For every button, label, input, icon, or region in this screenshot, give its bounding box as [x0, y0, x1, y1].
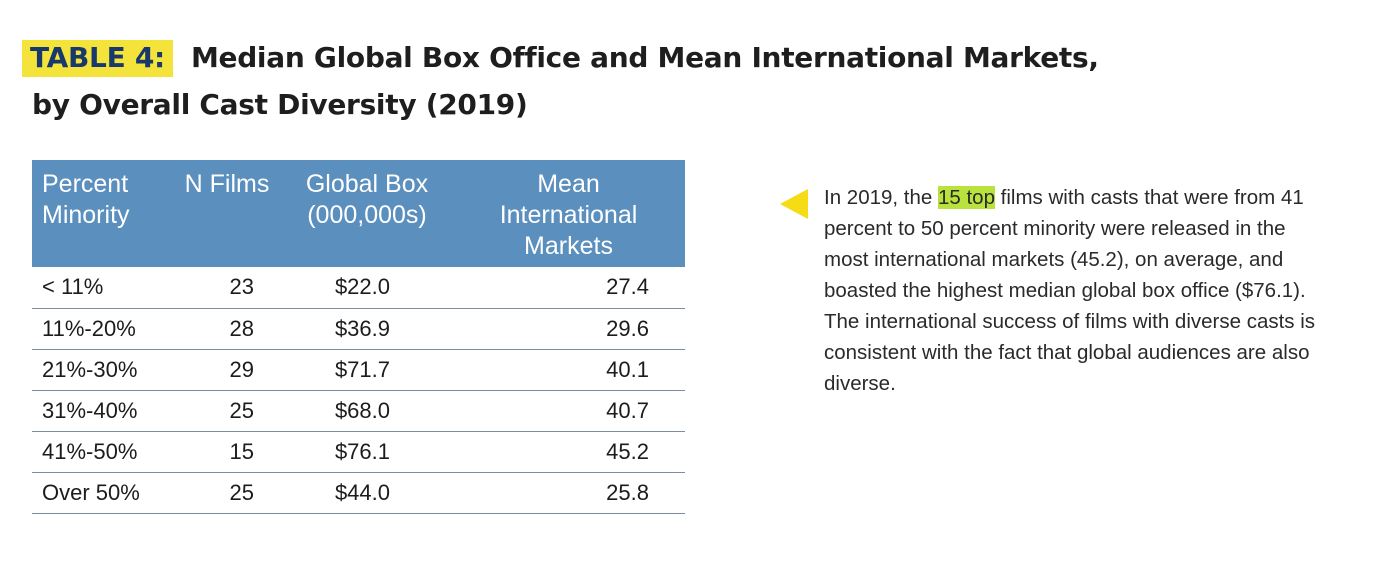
table-row: 21%-30% 29 $71.7 40.1 [32, 349, 685, 391]
cell-n-films: 15 [172, 431, 282, 473]
column-header-line: Mean [537, 170, 600, 198]
cell-global-box: $76.1 [282, 431, 452, 473]
column-header-line: (000,000s) [307, 201, 427, 229]
cell-global-box: $44.0 [282, 472, 452, 514]
column-header-line: N Films [184, 170, 270, 198]
cell-global-box: $22.0 [282, 267, 452, 309]
cell-n-films: 25 [172, 390, 282, 432]
table-body: < 11% 23 $22.0 27.4 11%-20% 28 $36.9 29.6 21%-30… [32, 267, 685, 514]
callout-text: In 2019, the 15 top films with casts tha… [824, 182, 1334, 399]
cell-percent-minority: 41%-50% [32, 431, 172, 473]
table-row: < 11% 23 $22.0 27.4 [32, 267, 685, 309]
cell-global-box: $36.9 [282, 308, 452, 350]
column-header-n-films: N Films [172, 160, 282, 267]
cell-n-films: 25 [172, 472, 282, 514]
title-text-line-1: Median Global Box Office and Mean Intern… [190, 41, 1099, 74]
column-header-mean-international-markets: Mean International Markets [452, 160, 685, 267]
cell-percent-minority: 21%-30% [32, 349, 172, 391]
column-header-percent-minority: Percent Minority [32, 160, 172, 267]
cell-global-box: $68.0 [282, 390, 452, 432]
page-title-line-1: TABLE 4: Median Global Box Office and Mea… [22, 40, 1099, 77]
callout-text-rest: films with casts that were from 41 perce… [824, 186, 1316, 395]
header-row: Percent Minority N Films Global Box (000,000… [32, 160, 685, 267]
cell-n-films: 28 [172, 308, 282, 350]
column-header-line: Global Box [305, 170, 429, 198]
cell-global-box: $71.7 [282, 349, 452, 391]
table-header: Percent Minority N Films Global Box (000,000… [32, 160, 685, 267]
cell-mean-international-markets: 25.8 [452, 472, 685, 514]
callout-highlight: 15 top [937, 186, 995, 209]
triangle-pointer-icon [780, 189, 808, 219]
table-row: 11%-20% 28 $36.9 29.6 [32, 308, 685, 350]
title-text-line-2: by Overall Cast Diversity (2019) [32, 88, 528, 121]
callout-text-start: In 2019, the [824, 186, 938, 209]
cell-percent-minority: 31%-40% [32, 390, 172, 432]
box-office-table: Percent Minority N Films Global Box (000,000… [32, 160, 685, 514]
table-number-label: TABLE 4: [22, 40, 173, 77]
table-row: 31%-40% 25 $68.0 40.7 [32, 390, 685, 432]
cell-n-films: 29 [172, 349, 282, 391]
cell-percent-minority: Over 50% [32, 472, 172, 514]
table-row: Over 50% 25 $44.0 25.8 [32, 472, 685, 514]
column-header-line: International [499, 201, 638, 229]
cell-percent-minority: 11%-20% [32, 308, 172, 350]
column-header-line: Minority [42, 201, 130, 229]
cell-percent-minority: < 11% [32, 267, 172, 309]
cell-mean-international-markets: 27.4 [452, 267, 685, 309]
cell-mean-international-markets: 40.1 [452, 349, 685, 391]
table-row: 41%-50% 15 $76.1 45.2 [32, 431, 685, 473]
column-header-line: Percent [42, 170, 129, 198]
column-header-line: Markets [524, 232, 613, 260]
cell-mean-international-markets: 29.6 [452, 308, 685, 350]
cell-n-films: 23 [172, 267, 282, 309]
cell-mean-international-markets: 45.2 [452, 431, 685, 473]
cell-mean-international-markets: 40.7 [452, 390, 685, 432]
column-header-global-box: Global Box (000,000s) [282, 160, 452, 267]
